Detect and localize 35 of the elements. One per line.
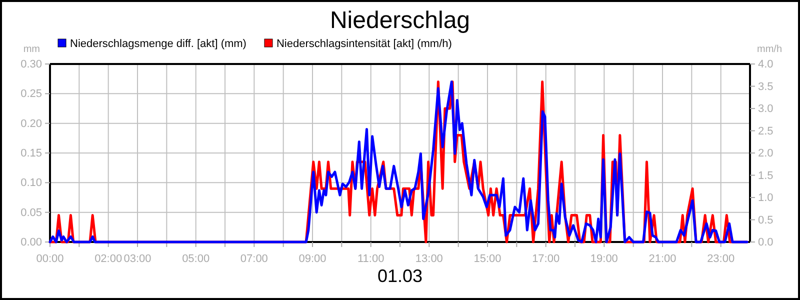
y-tick-label: 0.00 — [20, 236, 42, 249]
x-tick-label: 09:00 — [298, 253, 326, 266]
y-tick-label: 0.05 — [20, 206, 42, 219]
y2-tick-label: 2.5 — [758, 125, 774, 138]
legend-label: Niederschlagsintensität [akt] (mm/h) — [276, 38, 452, 50]
x-tick-label: 17:00 — [532, 253, 560, 266]
x-tick-label: 21:00 — [648, 253, 676, 266]
x-tick-label: 02:00 — [94, 253, 122, 266]
y2-tick-label: 4.0 — [758, 58, 774, 71]
y-tick-label: 0.25 — [20, 88, 42, 100]
x-tick-label: 15:00 — [474, 253, 502, 266]
y2-tick-label: 0.0 — [758, 236, 774, 249]
legend-label: Niederschlagsmenge diff. [akt] (mm) — [70, 38, 246, 50]
y2-tick-label: 1.0 — [758, 192, 774, 204]
chart-title: Niederschlag — [330, 7, 470, 34]
x-tick-label: 03:00 — [124, 253, 152, 266]
y2-tick-label: 2.0 — [758, 148, 774, 160]
y2-tick-label: 3.5 — [758, 80, 774, 93]
y2-axis-title: mm/h — [757, 44, 782, 55]
x-tick-label: 05:00 — [182, 253, 210, 266]
x-tick-label: 07:00 — [240, 253, 268, 266]
y-tick-label: 0.15 — [20, 148, 42, 160]
x-tick-label: 00:00 — [36, 253, 64, 266]
y-tick-label: 0.10 — [20, 177, 42, 190]
y2-tick-label: 3.0 — [758, 103, 774, 116]
y-tick-label: 0.20 — [20, 118, 42, 130]
x-axis-title: 01.03 — [377, 266, 423, 286]
x-tick-label: 19:00 — [590, 253, 618, 266]
y2-tick-label: 1.5 — [758, 170, 774, 182]
y-axis-title: mm — [23, 44, 40, 55]
x-tick-label: 13:00 — [415, 253, 443, 266]
y2-tick-label: 0.5 — [758, 214, 774, 226]
x-tick-label: 23:00 — [707, 253, 735, 266]
y-tick-label: 0.30 — [20, 58, 42, 71]
x-tick-label: 11:00 — [357, 253, 384, 266]
